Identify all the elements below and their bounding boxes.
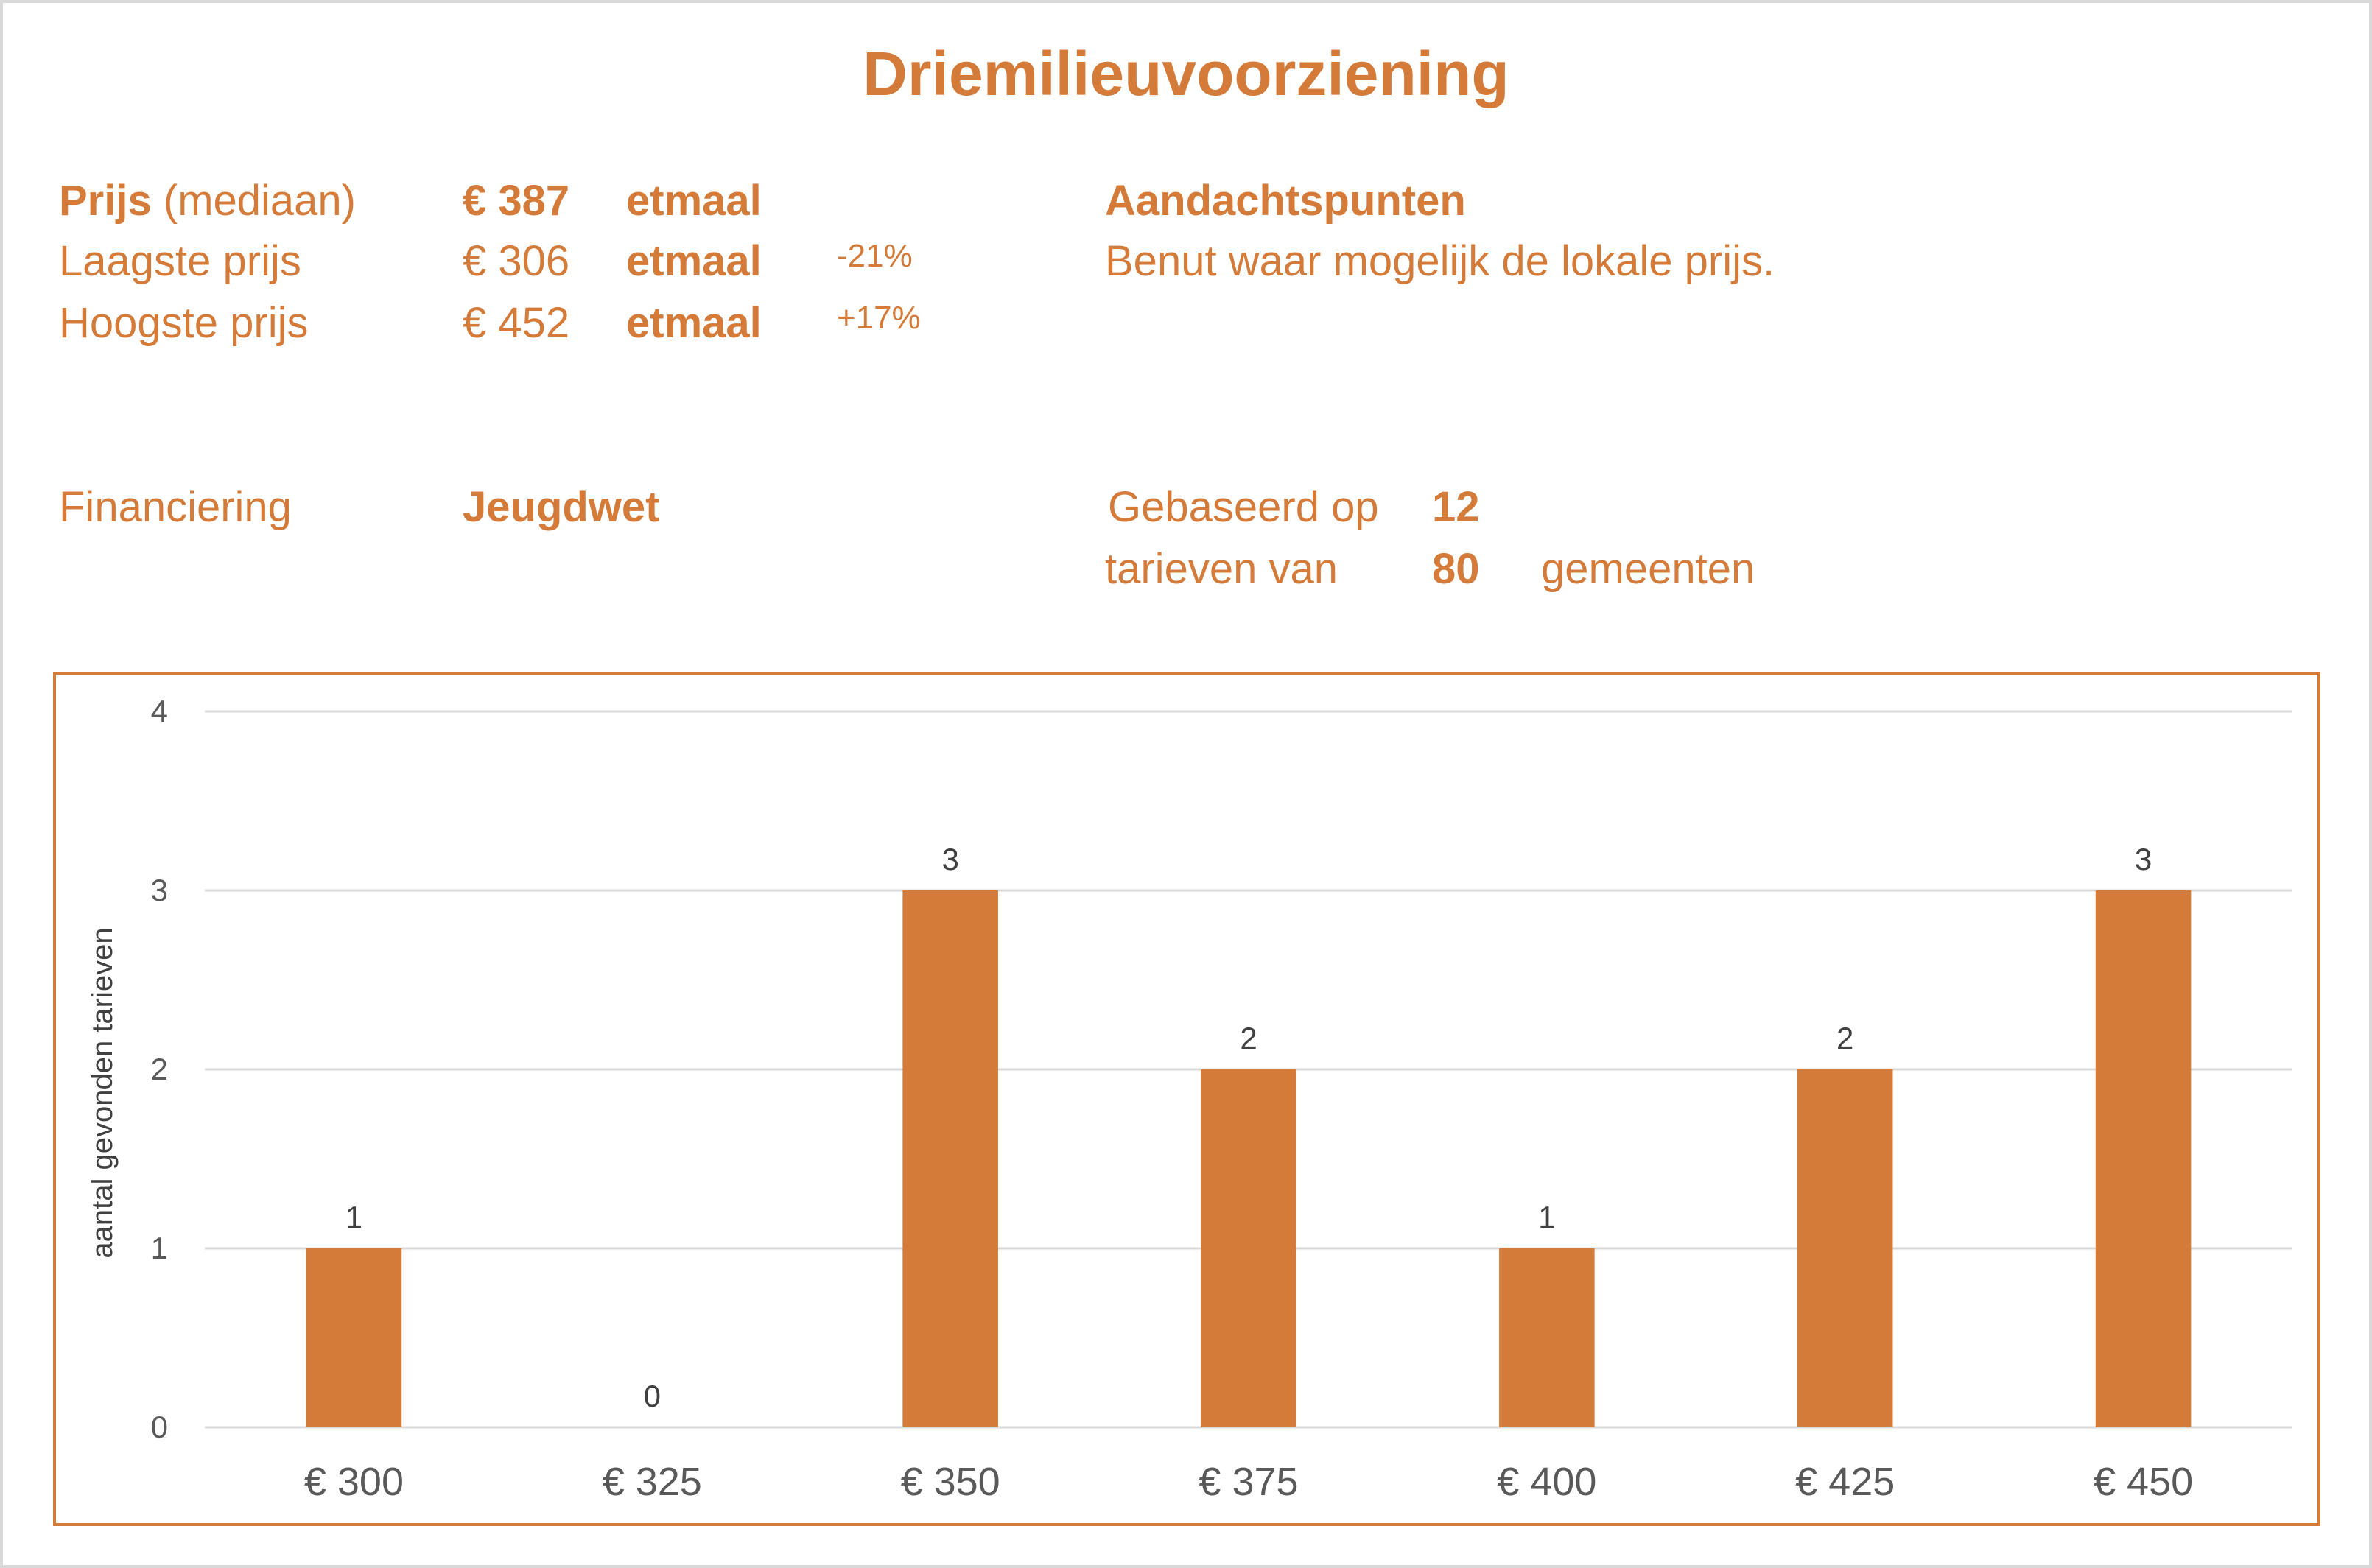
- bar: [1797, 1069, 1893, 1427]
- aandachtspunten-text: Benut waar mogelijk de lokale prijs.: [1105, 237, 1775, 285]
- gebaseerd-count: 12: [1432, 483, 1480, 531]
- hoogste-label: Hoogste prijs: [59, 299, 309, 347]
- bar: [306, 1248, 402, 1427]
- aandachtspunten-title: Aandachtspunten: [1105, 177, 1466, 225]
- x-tick-label: € 450: [2094, 1460, 2193, 1504]
- bar: [2095, 890, 2192, 1427]
- prijs-sublabel: (mediaan): [163, 177, 356, 225]
- bar-value-label: 2: [1836, 1021, 1853, 1055]
- x-tick-label: € 375: [1199, 1460, 1298, 1504]
- bar: [1499, 1248, 1595, 1427]
- x-tick-label: € 300: [304, 1460, 404, 1504]
- hoogste-pct: +17%: [837, 300, 921, 336]
- bar-value-labels: 1 0 3 2 1 2 3: [345, 842, 2152, 1413]
- gemeenten-label: gemeenten: [1541, 545, 1755, 593]
- bar-value-label: 0: [644, 1379, 661, 1413]
- laagste-pct: -21%: [837, 238, 913, 274]
- hoogste-unit: etmaal: [626, 299, 762, 347]
- laagste-value: € 306: [463, 237, 570, 285]
- prijs-row-label: Prijs (mediaan): [59, 180, 356, 222]
- page-title: Driemilieuvoorziening: [863, 39, 1509, 108]
- prijs-unit: etmaal: [626, 177, 762, 225]
- bar: [1201, 1069, 1296, 1427]
- bar: [902, 890, 998, 1427]
- x-tick-label: € 400: [1497, 1460, 1596, 1504]
- x-tick-label: € 350: [901, 1460, 1000, 1504]
- y-tick-label: 2: [151, 1052, 168, 1086]
- chart-bars: [306, 890, 2192, 1427]
- laagste-unit: etmaal: [626, 237, 762, 285]
- hoogste-value: € 452: [463, 299, 570, 347]
- x-tick-label: € 425: [1795, 1460, 1895, 1504]
- y-tick-label: 3: [151, 873, 168, 907]
- prijs-label: Prijs: [59, 177, 152, 225]
- gemeenten-count: 80: [1432, 545, 1480, 593]
- y-tick-label: 4: [151, 694, 168, 728]
- bar-value-label: 1: [345, 1200, 362, 1234]
- y-tick-label: 0: [151, 1410, 168, 1444]
- prijs-value: € 387: [463, 177, 570, 225]
- bar-value-label: 3: [941, 842, 958, 876]
- y-tick-label: 1: [151, 1231, 168, 1265]
- financiering-value: Jeugdwet: [463, 483, 660, 531]
- bar-value-label: 1: [1538, 1200, 1555, 1234]
- laagste-label: Laagste prijs: [59, 237, 301, 285]
- x-axis-ticks: € 300 € 325 € 350 € 375 € 400 € 425 € 450: [304, 1460, 2193, 1504]
- gebaseerd-label: Gebaseerd op: [1108, 483, 1379, 531]
- y-axis-ticks: 0 1 2 3 4: [151, 694, 168, 1444]
- bar-value-label: 3: [2135, 842, 2152, 876]
- y-axis-label: aantal gevonden tarieven: [86, 927, 119, 1258]
- bar-value-label: 2: [1240, 1021, 1257, 1055]
- tarieven-label: tarieven van: [1105, 545, 1338, 593]
- x-tick-label: € 325: [603, 1460, 702, 1504]
- financiering-label: Financiering: [59, 483, 292, 531]
